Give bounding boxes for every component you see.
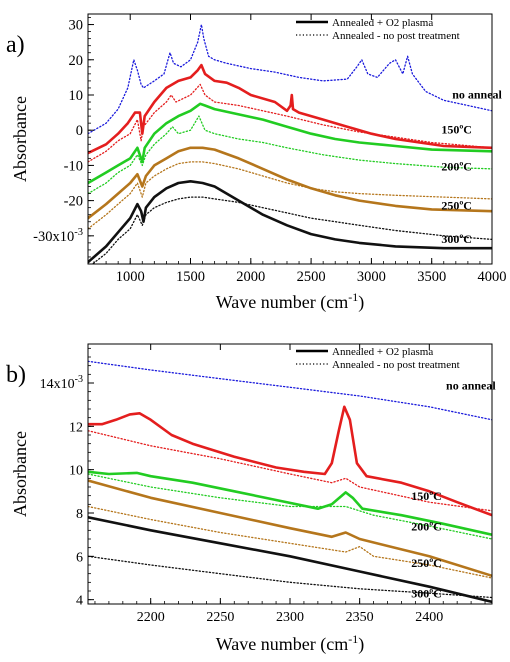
x-tick-label: 2350 <box>346 610 374 625</box>
series-group <box>88 360 492 604</box>
series-annotation: 250ºC <box>411 556 442 570</box>
x-tick-label: 1000 <box>116 269 145 285</box>
series-line-6 <box>88 161 492 230</box>
x-axis-label: Wave number (cm-1) <box>216 632 365 655</box>
legend-label: Annealed - no post treatment <box>332 359 460 371</box>
series-annotation: no anneal <box>452 88 502 102</box>
legend-label: Annealed + O2 plasma <box>332 346 433 358</box>
x-tick-label: 4000 <box>478 269 507 285</box>
series-line-5 <box>88 146 492 220</box>
series-line-2 <box>88 430 492 512</box>
x-tick-label: 1500 <box>176 269 205 285</box>
series-line-8 <box>91 196 492 264</box>
series-group <box>88 23 492 264</box>
y-tick-label: 8 <box>76 507 83 522</box>
series-line-3 <box>88 470 492 536</box>
series-annotation: 200ºC <box>411 519 442 533</box>
y-axis-label: Absorbance <box>10 96 30 182</box>
panel-label: a) <box>6 32 25 58</box>
series-line-4 <box>88 115 492 195</box>
y-tick-label: -30x10-3 <box>33 227 83 245</box>
series-annotation: 150ºC <box>411 489 442 503</box>
y-tick-label: 12 <box>69 420 83 435</box>
series-line-7 <box>88 180 492 264</box>
x-tick-label: 2000 <box>236 269 265 285</box>
panel-a: 1000 1500 2000 2500 3000 3500 4000 30 20 10 0 -10 -2… <box>6 13 507 313</box>
y-tick-label: 10 <box>69 88 84 104</box>
x-tick-label: 2400 <box>415 610 443 625</box>
series-line-5 <box>88 479 492 578</box>
y-axis-label: Absorbance <box>10 431 30 517</box>
x-tick-label: 2250 <box>206 610 234 625</box>
y-tick-label: 4 <box>76 594 83 609</box>
series-line-7 <box>88 516 492 604</box>
series-line-6 <box>88 505 492 579</box>
series-line-0 <box>88 23 492 135</box>
x-tick-label: 2200 <box>137 610 165 625</box>
y-tick-label: 6 <box>76 550 83 565</box>
x-tick-label: 3000 <box>357 269 386 285</box>
legend-label: Annealed - no post treatment <box>332 30 460 42</box>
y-tick-label: 10 <box>69 464 83 479</box>
series-annotation: 300ºC <box>411 587 442 601</box>
series-annotation: 150ºC <box>441 123 472 137</box>
y-tick-label: 30 <box>69 18 84 34</box>
series-line-0 <box>88 360 492 421</box>
plot-frame <box>87 13 493 265</box>
series-annotation: 200ºC <box>441 160 472 174</box>
panel-b: 2200 2250 2300 2350 2400 14x10-3 12 10 8 6 4 b) Wave… <box>6 343 496 655</box>
y-tick-label: -10 <box>64 158 83 174</box>
y-tick-label: 20 <box>69 53 84 69</box>
series-line-1 <box>88 405 492 517</box>
panel-label: b) <box>6 362 26 388</box>
series-line-3 <box>88 102 492 185</box>
y-tick-label: 0 <box>76 123 83 139</box>
y-tick-label: 14x10-3 <box>40 374 83 392</box>
x-axis-label: Wave number (cm-1) <box>216 290 365 313</box>
series-line-2 <box>88 83 492 163</box>
series-line-4 <box>88 473 492 540</box>
series-annotation: 250ºC <box>441 198 472 212</box>
legend-label: Annealed + O2 plasma <box>332 17 433 29</box>
x-tick-label: 2500 <box>297 269 326 285</box>
series-annotation: no anneal <box>446 379 496 393</box>
series-line-8 <box>88 555 492 599</box>
y-tick-label: -20 <box>64 194 83 210</box>
series-annotation: 300ºC <box>441 232 472 246</box>
x-tick-label: 3500 <box>417 269 446 285</box>
series-line-1 <box>88 63 492 155</box>
x-tick-label: 2300 <box>276 610 304 625</box>
